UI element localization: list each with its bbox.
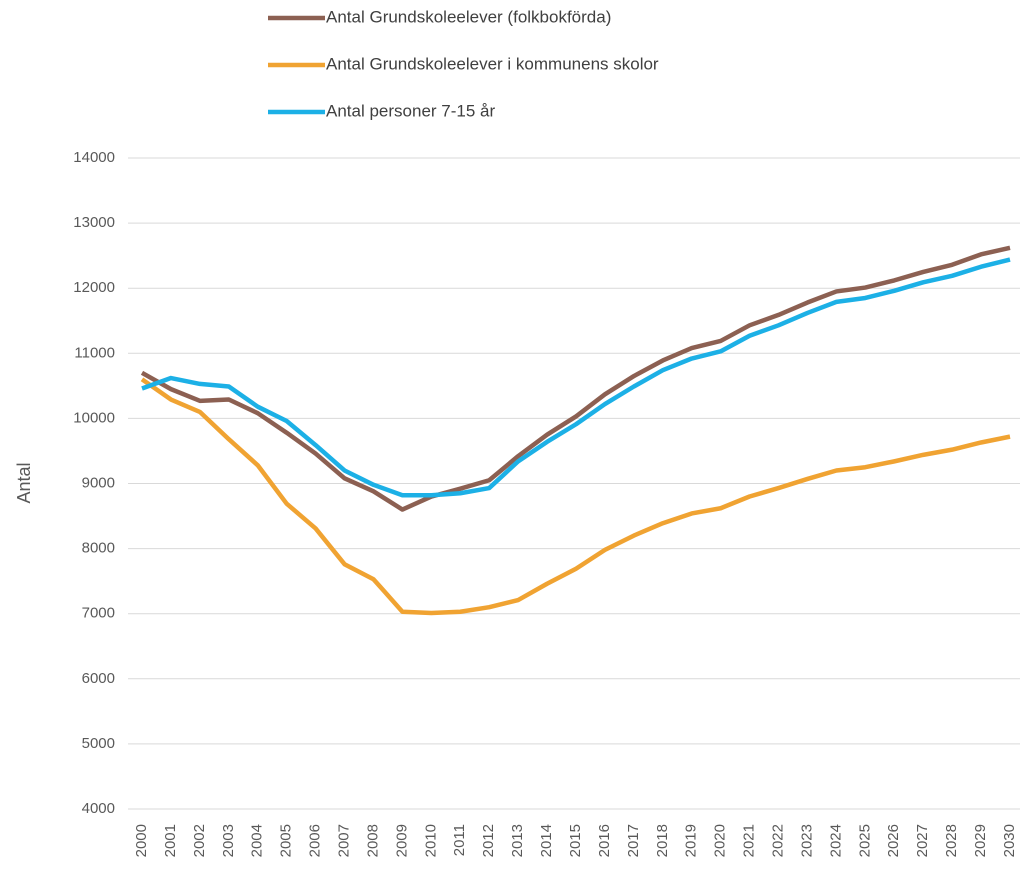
x-tick-label: 2020	[712, 824, 729, 857]
legend-label: Antal Grundskoleelever i kommunens skolo…	[326, 54, 659, 73]
x-tick-label: 2000	[133, 824, 150, 857]
x-tick-label: 2023	[798, 824, 815, 857]
x-tick-label: 2013	[509, 824, 526, 857]
x-tick-label: 2004	[249, 824, 266, 857]
x-tick-label: 2007	[336, 824, 353, 857]
x-tick-label: 2010	[422, 824, 439, 857]
x-tick-label: 2026	[885, 824, 902, 857]
x-tick-label: 2024	[827, 824, 844, 857]
x-tick-label: 2017	[625, 824, 642, 857]
x-tick-label: 2014	[538, 824, 555, 857]
x-tick-label: 2016	[596, 824, 613, 857]
legend-label: Antal personer 7-15 år	[326, 101, 495, 120]
y-tick-label: 12000	[73, 279, 115, 296]
legend-label: Antal Grundskoleelever (folkbokförda)	[326, 7, 611, 26]
y-tick-label: 6000	[82, 670, 115, 687]
x-tick-label: 2002	[191, 824, 208, 857]
x-tick-label: 2027	[914, 824, 931, 857]
x-tick-label: 2015	[567, 824, 584, 857]
x-tick-label: 2005	[278, 824, 295, 857]
y-tick-label: 7000	[82, 605, 115, 622]
y-tick-label: 5000	[82, 735, 115, 752]
x-tick-label: 2018	[654, 824, 671, 857]
series-line	[140, 245, 1011, 512]
series-line	[141, 257, 1011, 498]
y-tick-label: 11000	[74, 344, 115, 361]
x-tick-label: 2006	[307, 824, 324, 857]
y-tick-label: 8000	[82, 540, 115, 557]
x-tick-label: 2022	[770, 824, 787, 857]
x-tick-label: 2019	[683, 824, 700, 857]
x-tick-label: 2003	[220, 824, 237, 857]
y-axis-label: Antal	[14, 462, 34, 503]
x-tick-label: 2029	[972, 824, 989, 857]
y-tick-label: 13000	[73, 214, 115, 231]
x-tick-label: 2025	[856, 824, 873, 857]
y-tick-label: 9000	[82, 474, 115, 491]
x-tick-label: 2028	[943, 824, 960, 857]
y-tick-label: 14000	[73, 149, 115, 166]
x-tick-label: 2009	[393, 824, 410, 857]
y-tick-label: 4000	[82, 800, 115, 817]
x-tick-label: 2030	[1001, 824, 1018, 857]
y-tick-label: 10000	[73, 409, 115, 426]
x-tick-label: 2008	[364, 824, 381, 857]
x-tick-label: 2011	[451, 824, 468, 856]
x-tick-label: 2021	[741, 824, 758, 857]
series-line	[140, 377, 1011, 616]
x-tick-label: 2001	[162, 824, 179, 857]
x-tick-label: 2012	[480, 824, 497, 857]
